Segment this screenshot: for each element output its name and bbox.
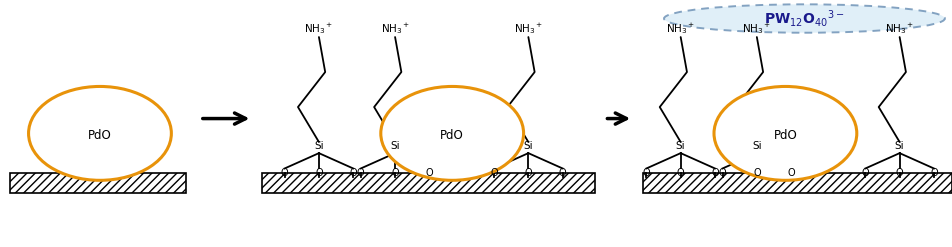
Ellipse shape [381,86,524,180]
Text: O: O [281,168,288,178]
Text: Si: Si [895,141,904,151]
Text: O: O [315,168,323,178]
Text: O: O [930,168,938,178]
Text: Si: Si [752,141,762,151]
Text: NH$_3$$^+$: NH$_3$$^+$ [885,21,914,36]
Text: NH$_3$$^+$: NH$_3$$^+$ [743,21,771,36]
Text: PdO: PdO [774,129,797,142]
Text: O: O [525,168,532,178]
Text: O: O [896,168,903,178]
Ellipse shape [714,86,857,180]
Text: O: O [357,168,365,178]
Text: O: O [643,168,650,178]
Text: O: O [719,168,726,178]
Bar [10,173,186,193]
Text: O: O [490,168,498,178]
Text: O: O [862,168,869,178]
Ellipse shape [29,86,171,180]
Text: O: O [677,168,684,178]
Text: Si: Si [314,141,324,151]
Text: PdO: PdO [89,129,111,142]
Text: Si: Si [390,141,400,151]
Text: NH$_3$$^+$: NH$_3$$^+$ [305,21,333,36]
Bar [643,173,952,193]
Ellipse shape [664,4,944,33]
Bar [262,173,595,193]
Bar [10,173,186,193]
Text: NH$_3$$^+$: NH$_3$$^+$ [381,21,409,36]
Text: PW$_{12}$O$_{40}$$^{3-}$: PW$_{12}$O$_{40}$$^{3-}$ [764,8,844,29]
Text: O: O [349,168,357,178]
Text: O: O [559,168,566,178]
Bar [643,173,952,193]
Text: NH$_3$$^+$: NH$_3$$^+$ [514,21,543,36]
Text: O: O [711,168,719,178]
Bar [262,173,595,193]
Text: PdO: PdO [441,129,464,142]
Text: Si: Si [524,141,533,151]
Text: O: O [753,168,761,178]
Text: O: O [787,168,795,178]
Text: Si: Si [676,141,685,151]
Text: O: O [426,168,433,178]
Text: NH$_3$$^+$: NH$_3$$^+$ [666,21,695,36]
Text: O: O [391,168,399,178]
